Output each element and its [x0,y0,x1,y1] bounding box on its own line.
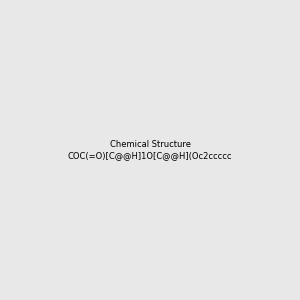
Text: Chemical Structure
COC(=O)[C@@H]1O[C@@H](Oc2ccccc: Chemical Structure COC(=O)[C@@H]1O[C@@H]… [68,140,232,160]
